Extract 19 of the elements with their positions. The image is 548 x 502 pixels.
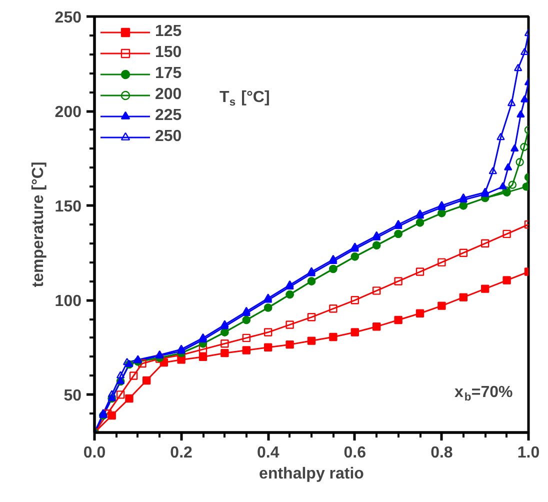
x-tick-label: 0.4 <box>256 444 280 462</box>
y-tick-label: 100 <box>54 293 82 310</box>
y-tick-label: 200 <box>54 104 82 122</box>
x-axis-title: enthalpy ratio <box>259 466 364 482</box>
y-tick-label: 150 <box>54 198 82 216</box>
y-tick-label: 250 <box>54 10 82 26</box>
y-tick-label: 50 <box>64 388 82 405</box>
x-tick-label: 0.2 <box>170 444 193 462</box>
legend-label: 175 <box>155 65 182 83</box>
x-tick-label: 0.8 <box>430 444 453 462</box>
x-tick-label: 0.6 <box>344 444 366 462</box>
legend-label: 250 <box>155 128 182 146</box>
x-tick-label: 0.0 <box>83 444 106 462</box>
legend-label: 150 <box>155 44 182 62</box>
legend-label: 200 <box>155 86 182 104</box>
x-tick-label: 1.0 <box>517 444 540 462</box>
legend-label: 225 <box>155 107 182 125</box>
y-axis-title: temperature [°C] <box>30 162 47 288</box>
legend-label: 125 <box>155 23 182 41</box>
